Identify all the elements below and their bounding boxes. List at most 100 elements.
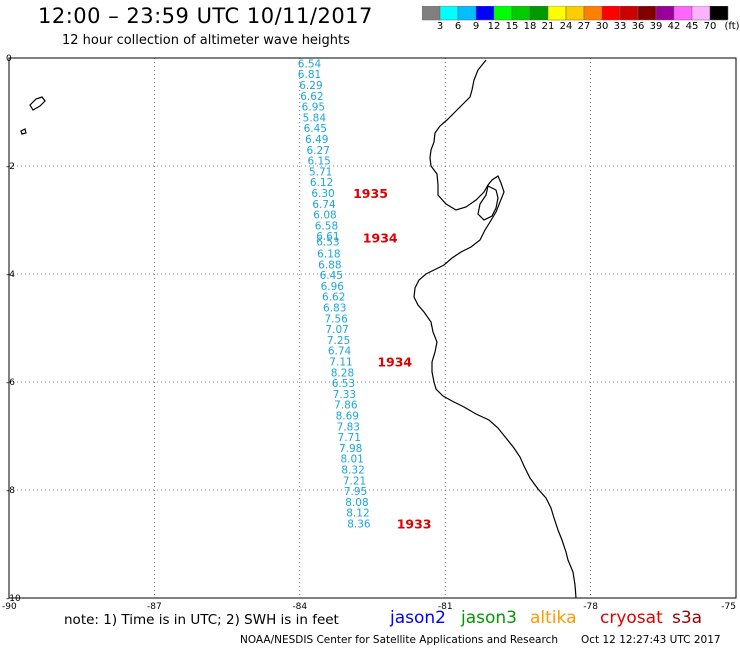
gulf-inlet — [477, 185, 499, 221]
wave-height-value: 6.45 — [304, 123, 327, 135]
axis-labels: -90 -87 -84 -81 -78 -75 0 -2 -4 -6 -8 -10 — [2, 54, 736, 612]
wave-height-value: 6.62 — [322, 292, 345, 304]
wave-height-value: 6.18 — [317, 248, 340, 260]
wave-height-value: 7.86 — [334, 400, 358, 412]
wave-height-value: 6.81 — [298, 69, 321, 81]
legend-cryosat: cryosat — [600, 608, 663, 628]
lat-tick-label: -8 — [6, 486, 15, 496]
map-frame — [8, 57, 737, 599]
wave-height-value: 6.54 — [298, 58, 322, 70]
wave-height-value: 8.01 — [340, 454, 363, 466]
colorbar-label: 12 — [487, 21, 501, 32]
colorbar-label: 42 — [667, 21, 681, 32]
wave-height-value: 6.96 — [321, 281, 345, 293]
wave-height-value: 7.33 — [333, 389, 356, 401]
wave-height-value: 7.98 — [339, 443, 362, 455]
colorbar-unit: (ft) — [724, 21, 740, 32]
colorbar-label: 21 — [541, 21, 555, 32]
lat-tick-label: -10 — [6, 594, 21, 604]
wave-height-value: 6.61 — [316, 231, 339, 243]
lon-tick-label: -81 — [438, 602, 453, 612]
note-text: note: 1) Time is in UTC; 2) SWH is in fe… — [64, 612, 339, 628]
wave-height-value: 6.29 — [299, 80, 322, 92]
colorbar-label: 24 — [559, 21, 573, 32]
wave-height-value: 6.27 — [307, 145, 330, 157]
wave-height-value: 8.69 — [336, 410, 359, 422]
lon-tick-label: -84 — [292, 602, 307, 612]
colorbar-label: 3 — [436, 21, 444, 32]
wave-height-value: 6.12 — [310, 177, 333, 189]
lat-tick-label: -2 — [6, 162, 15, 172]
wave-height-value: 6.53 — [332, 378, 355, 390]
wave-height-value: 8.08 — [345, 497, 368, 509]
time-label: 1933 — [397, 516, 432, 531]
wave-height-value: 6.49 — [305, 134, 328, 146]
wave-height-value: 6.95 — [302, 102, 325, 114]
wave-height-value: 5.84 — [303, 112, 327, 124]
time-label: 1934 — [377, 354, 412, 369]
footer-credit: NOAA/NESDIS Center for Satellite Applica… — [240, 634, 558, 646]
galapagos-islet — [20, 128, 27, 135]
colorbar-label: 9 — [472, 21, 480, 32]
colorbar-label: 39 — [649, 21, 663, 32]
wave-height-value: 6.30 — [311, 188, 334, 200]
grid-lines — [9, 58, 736, 598]
colorbar-label: 30 — [595, 21, 609, 32]
colorbar-label: 70 — [703, 21, 717, 32]
colorbar-label: 18 — [523, 21, 537, 32]
coastline — [413, 59, 577, 599]
colorbar-swatch — [709, 6, 729, 21]
wave-height-value: 7.71 — [338, 432, 361, 444]
lon-tick-label: -90 — [2, 602, 17, 612]
colorbar-label: 36 — [631, 21, 645, 32]
wave-height-value: 6.08 — [313, 210, 336, 222]
lat-tick-label: 0 — [6, 54, 12, 64]
colorbar-label: 45 — [685, 21, 699, 32]
footer-timestamp: Oct 12 12:27:43 UTC 2017 — [581, 634, 721, 646]
wave-height-value: 6.15 — [307, 156, 330, 168]
wave-height-value: 6.74 — [312, 199, 336, 211]
legend-altika: altika — [530, 608, 577, 628]
map-title: 12:00 – 23:59 UTC 10/11/2017 — [38, 4, 373, 28]
wave-height-value: 6.88 — [318, 259, 341, 271]
colorbar — [422, 6, 729, 21]
legend-s3a: s3a — [672, 608, 703, 628]
lat-tick-label: -6 — [6, 378, 15, 388]
wave-height-value: 6.83 — [323, 302, 346, 314]
colorbar-label: 6 — [454, 21, 462, 32]
wave-height-value: 7.83 — [337, 421, 360, 433]
colorbar-labels: 3 6 9 12 15 18 21 24 27 30 33 36 39 42 45 70 (ft) — [422, 21, 740, 35]
wave-height-value: 6.53 — [316, 237, 339, 249]
lat-tick-label: -4 — [6, 270, 15, 280]
time-label: 1934 — [363, 230, 398, 245]
lon-tick-label: -78 — [583, 602, 598, 612]
wave-height-value: 8.28 — [331, 367, 354, 379]
wave-height-value: 7.21 — [343, 475, 366, 487]
wave-height-value: 7.56 — [324, 313, 348, 325]
wave-height-value: 7.25 — [327, 335, 350, 347]
wave-height-value: 7.11 — [329, 356, 352, 368]
legend-jason3: jason3 — [461, 608, 517, 628]
colorbar-label: 33 — [613, 21, 627, 32]
colorbar-label: 27 — [577, 21, 591, 32]
wave-height-value: 7.95 — [344, 486, 367, 498]
wave-height-value: 5.71 — [309, 166, 332, 178]
altimeter-track: 6.546.816.296.626.955.846.456.496.276.15… — [298, 58, 371, 530]
wave-height-value: 6.62 — [300, 91, 323, 103]
galapagos-island — [29, 96, 46, 111]
wave-height-value: 7.07 — [325, 324, 348, 336]
lon-tick-label: -87 — [147, 602, 162, 612]
legend-jason2: jason2 — [390, 608, 446, 628]
wave-height-value: 8.32 — [341, 464, 364, 476]
wave-height-value: 6.58 — [315, 220, 338, 232]
wave-height-value: 6.45 — [320, 270, 343, 282]
map-subtitle: 12 hour collection of altimeter wave hei… — [62, 33, 350, 48]
lon-tick-label: -75 — [721, 602, 736, 612]
time-labels: 1935 1934 1934 1933 — [353, 186, 431, 531]
colorbar-label: 15 — [505, 21, 519, 32]
wave-height-value: 8.36 — [347, 518, 371, 530]
time-label: 1935 — [353, 186, 388, 201]
wave-height-value: 6.74 — [328, 346, 352, 358]
wave-height-value: 8.12 — [346, 508, 369, 520]
